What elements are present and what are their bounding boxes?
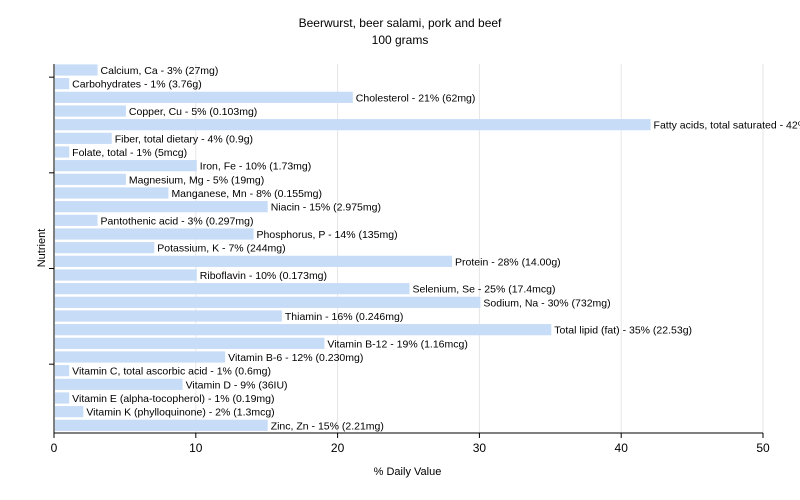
bar [55,419,268,431]
data-label: Vitamin K (phylloquinone) - 2% (1.3mcg) [86,407,274,419]
bar [55,119,651,131]
data-label: Fatty acids, total saturated - 42% (8.43… [654,120,800,132]
bar [55,242,155,254]
data-label: Zinc, Zn - 15% (2.21mg) [271,420,384,432]
bar [55,255,453,267]
bar [55,64,98,76]
bar [55,201,268,213]
bar [55,146,70,158]
bar [55,378,183,390]
bar [55,214,98,226]
data-label: Folate, total - 1% (5mcg) [72,147,187,159]
data-label: Vitamin B-6 - 12% (0.230mg) [228,352,363,364]
data-label: Selenium, Se - 25% (17.4mcg) [413,284,556,296]
bar [55,310,282,322]
data-label: Cholesterol - 21% (62mg) [356,92,476,104]
data-label: Vitamin D - 9% (36IU) [186,379,288,391]
bar [55,324,552,336]
data-label: Sodium, Na - 30% (732mg) [483,297,610,309]
bar [55,406,84,418]
data-label: Riboflavin - 10% (0.173mg) [200,270,327,282]
data-label: Copper, Cu - 5% (0.103mg) [129,106,257,118]
data-label: Fiber, total dietary - 4% (0.9g) [115,133,253,145]
data-label: Protein - 28% (14.00g) [455,256,561,268]
bar [55,365,70,377]
x-tick-label: 40 [615,441,629,455]
bar [55,269,197,281]
bar [55,283,410,295]
data-label: Potassium, K - 7% (244mg) [157,243,285,255]
bar [55,351,226,363]
x-tick-label: 10 [189,441,203,455]
x-axis-label: % Daily Value [373,466,442,478]
data-label: Thiamin - 16% (0.246mg) [285,311,403,323]
bar [55,337,325,349]
data-label: Iron, Fe - 10% (1.73mg) [200,161,311,173]
data-label: Vitamin C, total ascorbic acid - 1% (0.6… [72,366,271,378]
bar [55,187,169,199]
data-label: Vitamin B-12 - 19% (1.16mcg) [327,338,467,350]
data-label: Total lipid (fat) - 35% (22.53g) [554,325,692,337]
data-label: Magnesium, Mg - 5% (19mg) [129,174,264,186]
bar [55,296,481,308]
data-label: Niacin - 15% (2.975mg) [271,202,381,214]
y-axis-label: Nutrient [36,228,48,268]
data-label: Carbohydrates - 1% (3.76g) [72,79,202,91]
chart-subtitle: 100 grams [371,33,429,47]
x-tick-label: 50 [756,441,770,455]
bar [55,392,70,404]
bar [55,228,254,240]
data-label: Calcium, Ca - 3% (27mg) [101,65,219,77]
x-tick-label: 20 [331,441,345,455]
bar [55,173,126,185]
data-label: Phosphorus, P - 14% (135mg) [257,229,398,241]
bar [55,78,70,90]
bar [55,132,112,144]
chart-title: Beerwurst, beer salami, pork and beef [298,16,502,30]
bar [55,91,353,103]
data-label: Manganese, Mn - 8% (0.155mg) [171,188,322,200]
data-label: Vitamin E (alpha-tocopherol) - 1% (0.19m… [72,393,274,405]
bar [55,160,197,172]
bar [55,105,126,117]
x-tick-label: 0 [51,441,58,455]
x-tick-label: 30 [473,441,487,455]
data-label: Pantothenic acid - 3% (0.297mg) [101,215,254,227]
